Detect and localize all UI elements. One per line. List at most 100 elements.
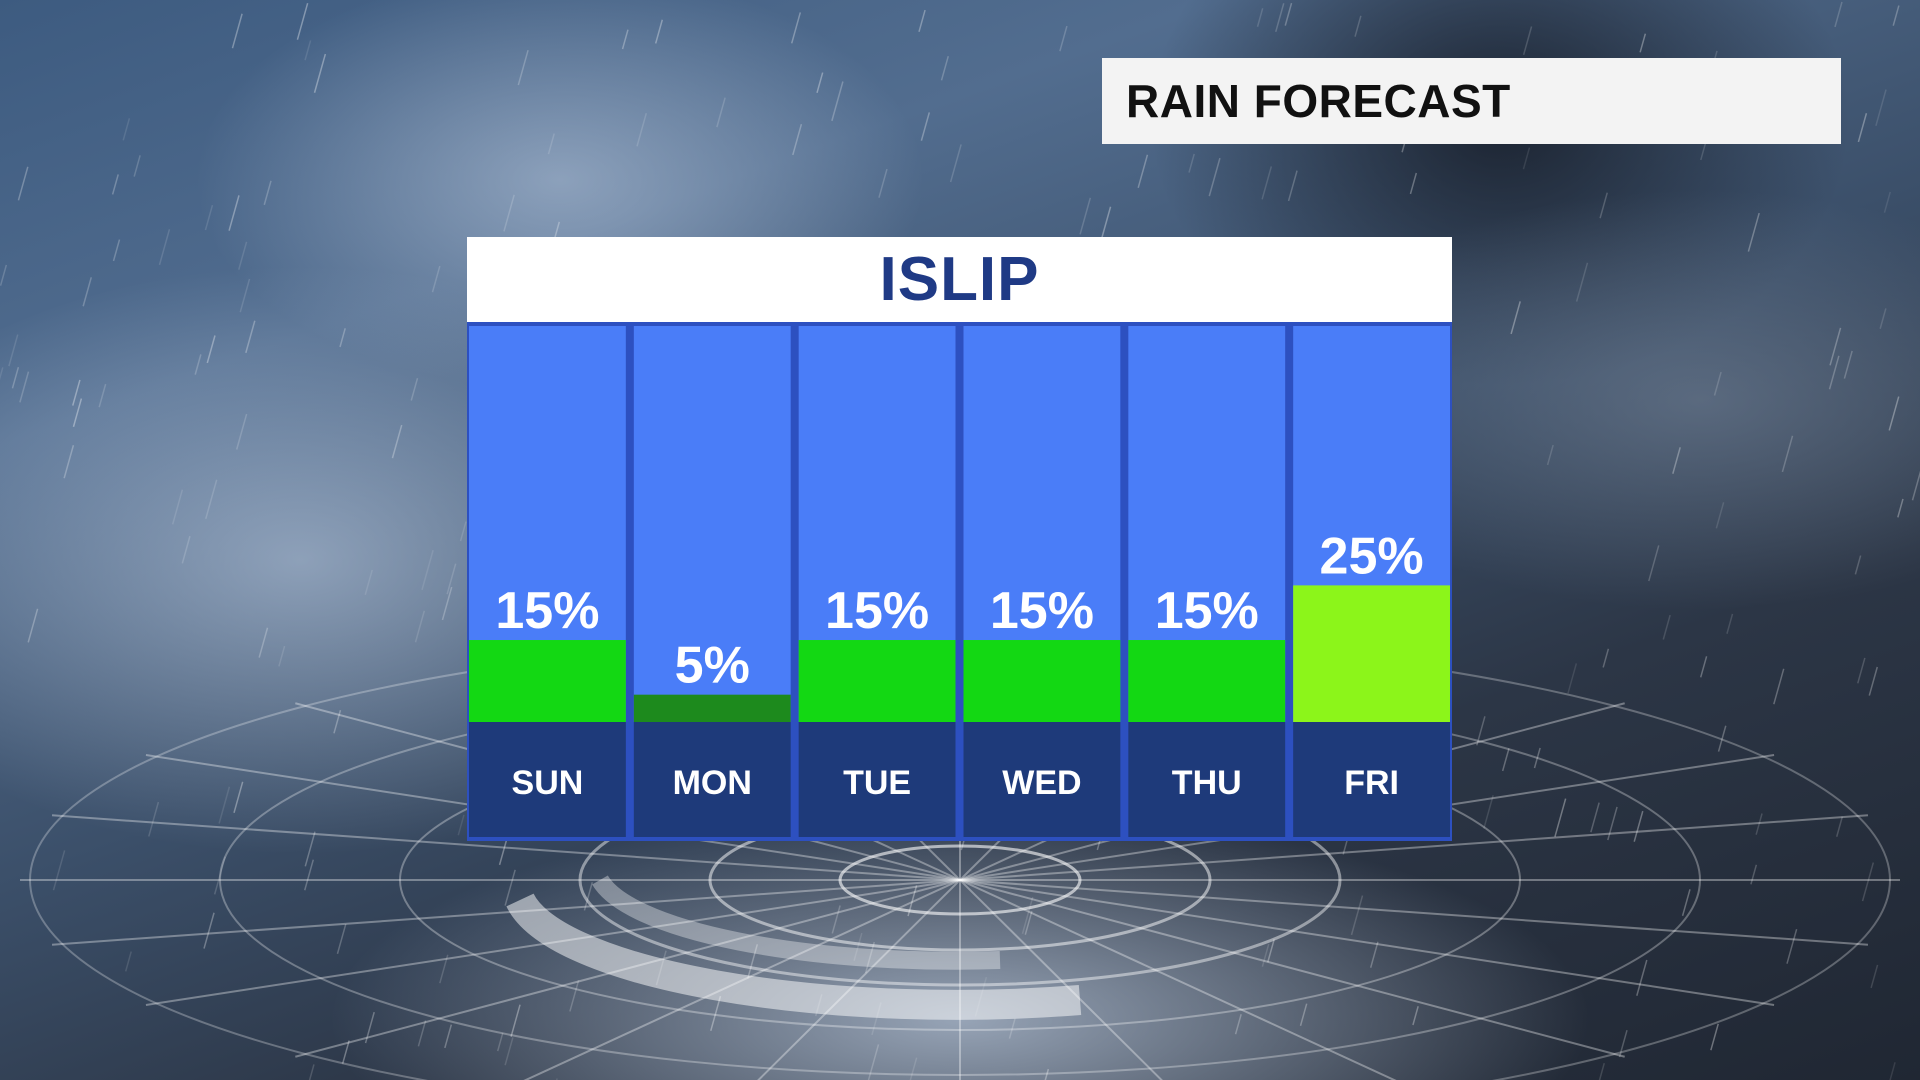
rain-bar-sun bbox=[469, 640, 626, 722]
rain-streak bbox=[1590, 802, 1600, 833]
forecast-panel: ISLIP 15% SUN 5% MON 15% TUE 15% WED 15% THU 25% FR… bbox=[467, 237, 1452, 841]
rain-streak bbox=[446, 563, 457, 595]
rain-streak bbox=[459, 521, 467, 542]
rain-streak bbox=[1747, 212, 1760, 252]
rain-streak bbox=[940, 56, 949, 81]
rain-streak bbox=[1883, 191, 1891, 213]
rain-streak bbox=[8, 334, 19, 367]
rain-streak bbox=[213, 856, 226, 895]
rain-streak bbox=[245, 320, 256, 354]
rain-streak bbox=[194, 354, 202, 375]
rain-streak bbox=[111, 174, 119, 195]
rain-streak bbox=[1662, 614, 1671, 640]
rain-streak bbox=[205, 479, 218, 519]
rain-streak bbox=[583, 882, 594, 911]
rain-streak bbox=[1755, 813, 1763, 835]
rain-streak bbox=[1875, 89, 1887, 126]
rain-streak bbox=[1412, 1006, 1419, 1026]
rain-streak bbox=[792, 123, 803, 156]
rain-streak bbox=[1710, 1023, 1719, 1051]
rain-streak bbox=[204, 204, 214, 231]
rain-streak bbox=[457, 814, 465, 836]
rain-streak bbox=[148, 801, 160, 837]
rain-streak bbox=[1699, 656, 1708, 678]
rain-bar-fri bbox=[1293, 585, 1450, 722]
rain-streak bbox=[1726, 613, 1734, 634]
rain-chance-bars: 15% SUN 5% MON 15% TUE 15% WED 15% THU 25% FRI bbox=[469, 326, 1450, 837]
rain-streak bbox=[949, 144, 962, 183]
rain-streak bbox=[831, 905, 841, 934]
rain-streak bbox=[308, 1064, 315, 1080]
rain-streak bbox=[504, 869, 516, 906]
rain-streak bbox=[1602, 648, 1610, 668]
rain-streak bbox=[1350, 895, 1364, 936]
rain-streak bbox=[439, 954, 449, 984]
day-label-wed: WED bbox=[1002, 764, 1081, 802]
rain-streak bbox=[1889, 1062, 1896, 1080]
day-label-tue: TUE bbox=[843, 764, 911, 802]
rain-streak bbox=[504, 1037, 514, 1066]
rain-streak bbox=[181, 535, 191, 564]
rain-streak bbox=[1607, 806, 1618, 841]
rain-streak bbox=[1633, 810, 1644, 842]
radar-spoke bbox=[959, 879, 1869, 946]
radar-spoke bbox=[757, 879, 961, 1080]
rain-streak bbox=[1781, 435, 1794, 473]
radar-spoke bbox=[959, 879, 1163, 1080]
rain-chance-label-wed: 15% bbox=[990, 582, 1094, 640]
rain-streak bbox=[238, 241, 248, 270]
rain-streak bbox=[1715, 502, 1725, 529]
rain-streak bbox=[1911, 470, 1920, 501]
rain-streak bbox=[1079, 197, 1092, 235]
rain-streak bbox=[27, 608, 39, 643]
rain-streak bbox=[1208, 157, 1221, 197]
radar-spoke bbox=[959, 879, 1625, 1058]
rain-streak bbox=[1409, 172, 1418, 195]
rain-streak bbox=[336, 924, 347, 955]
rain-streak bbox=[816, 72, 824, 94]
rain-streak bbox=[0, 264, 8, 286]
rain-streak bbox=[747, 944, 759, 979]
rain-chance-chart: 15% SUN 5% MON 15% TUE 15% WED 15% THU 25% FRI bbox=[467, 322, 1452, 841]
rain-chance-label-sun: 15% bbox=[495, 582, 599, 640]
rain-streak bbox=[1857, 657, 1866, 684]
radar-spoke bbox=[295, 879, 961, 1058]
rain-streak bbox=[341, 1040, 350, 1064]
rain-streak bbox=[258, 627, 269, 658]
day-band-wed bbox=[963, 722, 1121, 837]
day-band-sun bbox=[469, 722, 626, 837]
rain-streak bbox=[909, 1057, 918, 1080]
rain-streak bbox=[1897, 498, 1904, 518]
rain-streak bbox=[1639, 33, 1647, 53]
rain-streak bbox=[19, 371, 30, 403]
rain-streak bbox=[263, 180, 272, 206]
rain-streak bbox=[1888, 396, 1900, 431]
rain-streak bbox=[654, 19, 664, 44]
rain-streak bbox=[1188, 153, 1195, 173]
rain-streak bbox=[1234, 1014, 1242, 1035]
rain-streak bbox=[391, 424, 403, 459]
rain-streak bbox=[278, 645, 286, 667]
rain-streak bbox=[1750, 864, 1758, 885]
rain-streak bbox=[112, 239, 121, 262]
rain-streak bbox=[17, 166, 29, 201]
rain-streak bbox=[0, 367, 4, 381]
rain-streak bbox=[364, 1011, 375, 1044]
day-label-fri: FRI bbox=[1344, 764, 1399, 802]
rain-streak bbox=[1648, 545, 1660, 582]
rain-streak bbox=[710, 996, 722, 1032]
rain-streak bbox=[72, 398, 83, 428]
rain-streak bbox=[63, 445, 75, 479]
rain-streak bbox=[1287, 170, 1298, 202]
rain-streak bbox=[1369, 941, 1379, 968]
rain-streak bbox=[417, 1020, 427, 1047]
rain-streak bbox=[1522, 147, 1531, 170]
rain-streak bbox=[171, 489, 184, 525]
rain-bar-tue bbox=[798, 640, 956, 722]
rain-chance-label-thu: 15% bbox=[1155, 582, 1259, 640]
rain-streak bbox=[1261, 166, 1273, 200]
rain-streak bbox=[503, 194, 515, 232]
day-column-mon bbox=[633, 326, 791, 722]
day-band-fri bbox=[1293, 722, 1450, 837]
rain-streak bbox=[158, 229, 171, 266]
